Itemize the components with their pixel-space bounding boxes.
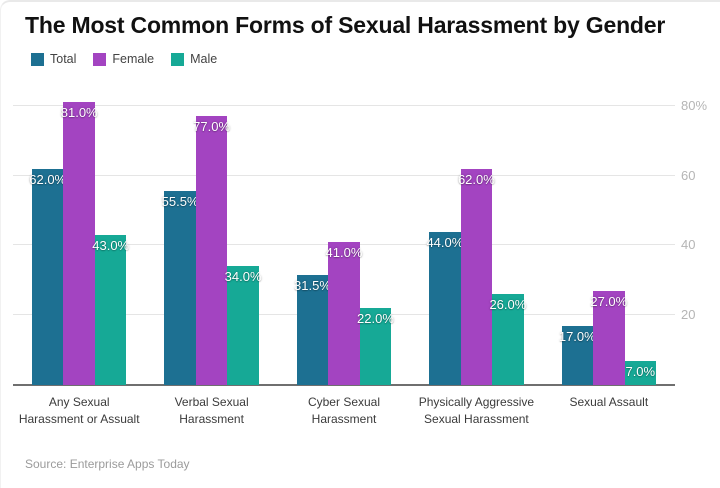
y-tick-label: 40	[681, 237, 696, 253]
legend-swatch	[171, 52, 185, 66]
x-axis-labels: Any Sexual Harassment or Assualt Verbal S…	[13, 394, 675, 452]
chart-title: The Most Common Forms of Sexual Harassme…	[25, 12, 666, 38]
bar-female: 77.0%	[193, 116, 231, 385]
x-category-label: Sexual Assault	[569, 395, 649, 409]
bar-male: 22.0%	[357, 308, 394, 385]
bar-value-label: 27.0%	[590, 293, 628, 309]
legend-label: Male	[190, 52, 218, 66]
bar-male: 7.0%	[624, 360, 657, 385]
bar-total: 44.0%	[426, 231, 464, 385]
bar-value-label: 77.0%	[193, 119, 231, 135]
bar-female: 41.0%	[325, 242, 363, 385]
bar-value-label: 81.0%	[60, 105, 98, 121]
gridline	[13, 174, 675, 176]
legend-swatch	[93, 52, 107, 66]
x-category-label: Any Sexual Harassment or Assualt	[18, 395, 140, 426]
bar-value-label: 43.0%	[92, 238, 130, 254]
y-tick-label: 20	[681, 307, 696, 323]
x-category-label: Verbal Sexual Harassment	[174, 395, 249, 426]
legend-item-male: Male	[171, 52, 217, 66]
legend-item-female: Female	[93, 52, 154, 66]
legend-label: Female	[112, 52, 155, 66]
legend-swatch	[31, 52, 44, 66]
bar-group: 31.5% 41.0% 22.0%	[278, 92, 410, 385]
bar-group: 62.0% 81.0% 43.0%	[13, 92, 145, 385]
source-caption: Source: Enterprise Apps Today	[25, 457, 190, 471]
bar-total: 55.5%	[161, 191, 199, 385]
bar-total: 17.0%	[558, 325, 596, 385]
bar-female: 62.0%	[457, 168, 495, 385]
bar-female: 81.0%	[60, 102, 98, 385]
bar-total: 62.0%	[29, 168, 67, 385]
x-category-label: Physically Aggressive Sexual Harassment	[418, 395, 535, 426]
bar-value-label: 62.0%	[29, 171, 67, 187]
gridline	[13, 104, 675, 106]
bar-value-label: 44.0%	[426, 234, 464, 250]
y-tick-label: 80%	[681, 97, 708, 113]
bar-value-label: 7.0%	[625, 363, 656, 379]
bar-value-label: 55.5%	[161, 194, 199, 210]
bar-value-label: 26.0%	[489, 297, 527, 313]
bar-male: 43.0%	[92, 235, 130, 385]
bar-group: 55.5% 77.0% 34.0%	[145, 92, 277, 385]
bar-value-label: 41.0%	[325, 245, 363, 260]
bar-total: 31.5%	[294, 275, 331, 385]
bar-value-label: 17.0%	[558, 328, 596, 344]
bar-male: 26.0%	[489, 294, 527, 385]
bar-female: 27.0%	[590, 290, 628, 385]
bar-group: 44.0% 62.0% 26.0%	[410, 92, 542, 385]
bar-value-label: 31.5%	[294, 278, 331, 294]
x-category-label: Cyber Sexual Harassment	[307, 395, 381, 426]
x-axis-line	[13, 384, 675, 386]
legend: Total Female Male	[31, 52, 217, 66]
y-tick-label: 60	[681, 167, 696, 183]
plot-area: 20 40 60 80% 62.0% 81.0% 43.0% 55.5% 77.0% 34.0% 3…	[13, 92, 707, 386]
bar-value-label: 22.0%	[357, 311, 394, 327]
bar-group: 17.0% 27.0% 7.0%	[543, 92, 675, 385]
bar-male: 34.0%	[224, 266, 262, 385]
bar-value-label: 34.0%	[224, 269, 262, 285]
legend-label: Total	[50, 52, 77, 66]
legend-item-total: Total	[31, 52, 76, 66]
bar-value-label: 62.0%	[457, 171, 495, 187]
